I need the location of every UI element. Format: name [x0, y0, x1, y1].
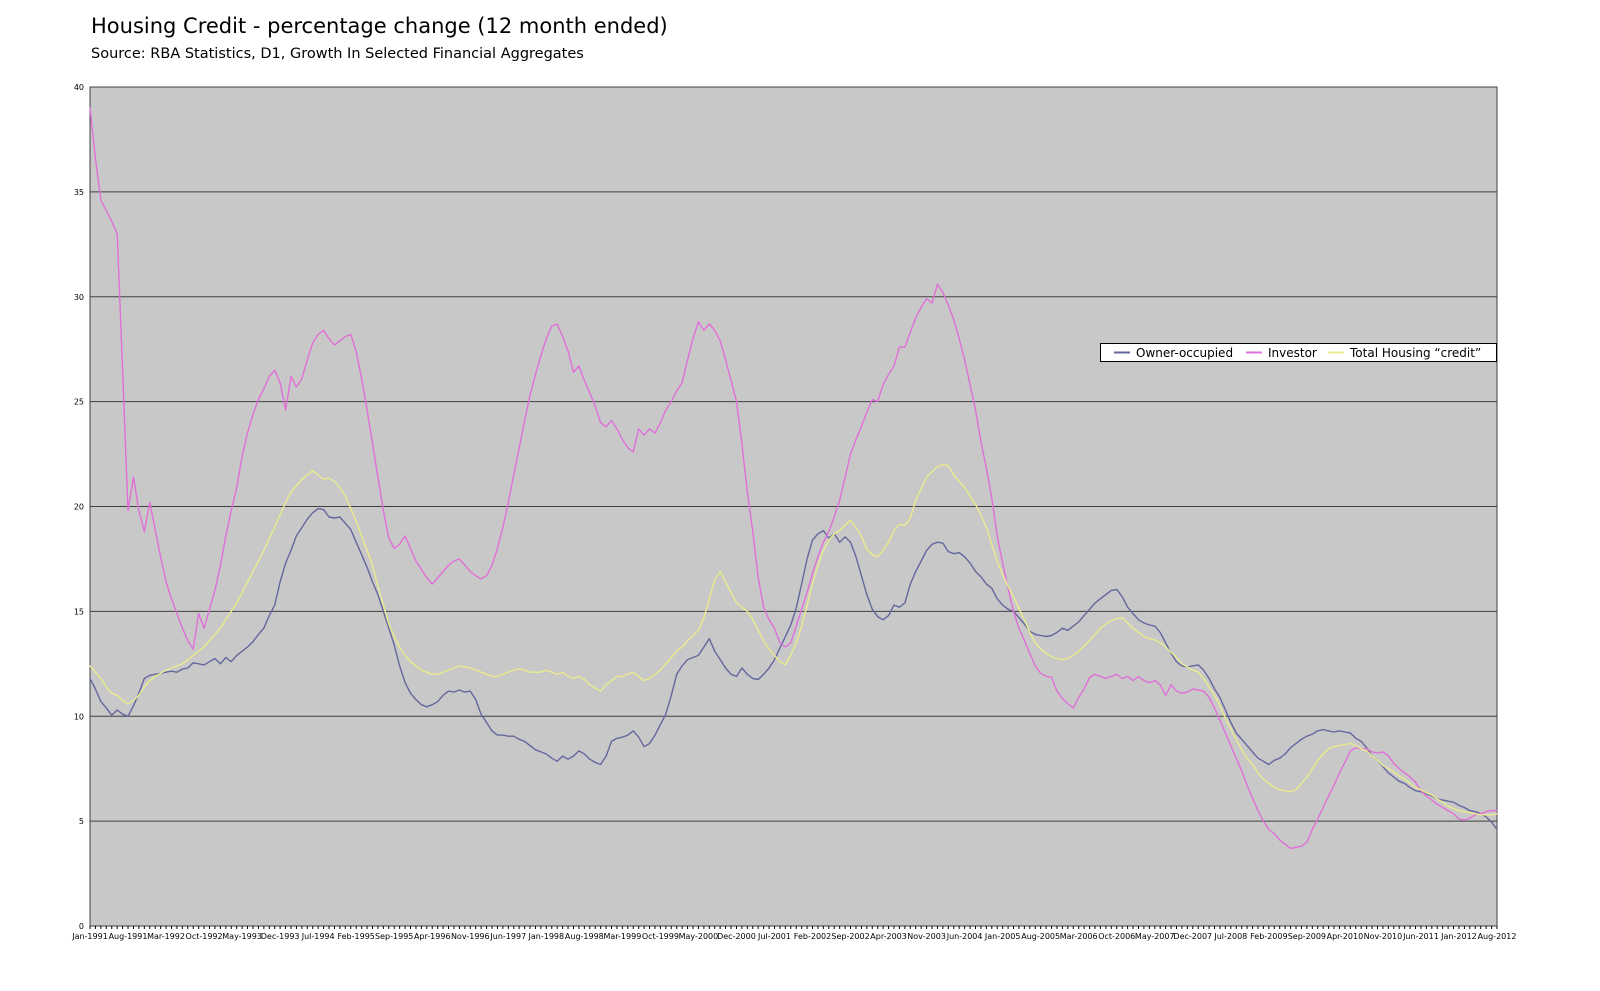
x-tick-label-aug-1991: Aug-1991 — [109, 932, 148, 941]
x-tick-label-jul-1994: Jul-1994 — [301, 932, 335, 941]
series-line-total-housing-credit — [89, 463, 1498, 816]
x-tick-label-aug-2012: Aug-2012 — [1478, 932, 1517, 941]
x-tick-label-sep-1995: Sep-1995 — [375, 932, 413, 941]
x-tick-label-jan-1998: Jan-1998 — [528, 932, 565, 941]
x-tick-label-jan-2012: Jan-2012 — [1440, 932, 1477, 941]
chart-source: Source: RBA Statistics, D1, Growth In Se… — [91, 46, 584, 62]
x-tick-label-dec-1993: Dec-1993 — [261, 932, 300, 941]
y-tick-label-0: 0 — [79, 922, 84, 931]
x-tick-label-jun-2011: Jun-2011 — [1402, 932, 1439, 941]
x-tick-label-may-2007: May-2007 — [1135, 932, 1175, 941]
x-tick-label-dec-2007: Dec-2007 — [1173, 932, 1212, 941]
x-tick-label-oct-1999: Oct-1999 — [642, 932, 679, 941]
series-line-investor — [89, 107, 1498, 850]
x-tick-label-mar-1999: Mar-1999 — [603, 932, 641, 941]
y-tick-label-30: 30 — [74, 293, 84, 302]
x-tick-label-feb-1995: Feb-1995 — [337, 932, 374, 941]
y-tick-label-25: 25 — [74, 398, 84, 407]
chart-title: Housing Credit - percentage change (12 m… — [91, 14, 668, 38]
x-tick-label-apr-2010: Apr-2010 — [1327, 932, 1364, 941]
x-tick-label-nov-1996: Nov-1996 — [451, 932, 490, 941]
x-tick-label-feb-2002: Feb-2002 — [794, 932, 831, 941]
x-tick-label-may-1993: May-1993 — [222, 932, 262, 941]
x-tick-label-sep-2002: Sep-2002 — [831, 932, 869, 941]
x-tick-label-oct-2006: Oct-2006 — [1098, 932, 1135, 941]
y-tick-label-20: 20 — [74, 503, 84, 512]
x-tick-label-mar-2006: Mar-2006 — [1060, 932, 1098, 941]
y-tick-label-40: 40 — [74, 83, 84, 92]
x-tick-label-nov-2003: Nov-2003 — [907, 932, 946, 941]
legend-label-total-housing-credit: Total Housing “credit” — [1349, 346, 1481, 360]
x-tick-label-oct-1992: Oct-1992 — [186, 932, 223, 941]
x-tick-label-sep-2009: Sep-2009 — [1288, 932, 1326, 941]
legend-label-owner-occupied: Owner-occupied — [1136, 346, 1233, 360]
x-tick-label-may-2000: May-2000 — [679, 932, 719, 941]
x-tick-label-apr-1996: Apr-1996 — [414, 932, 451, 941]
x-tick-label-aug-1998: Aug-1998 — [565, 932, 604, 941]
x-tick-label-nov-2010: Nov-2010 — [1364, 932, 1403, 941]
legend-box — [1100, 343, 1497, 362]
x-tick-label-jan-2005: Jan-2005 — [984, 932, 1021, 941]
x-tick-label-jun-2004: Jun-2004 — [946, 932, 983, 941]
x-tick-label-jan-1991: Jan-1991 — [71, 932, 108, 941]
series-line-owner-occupied — [89, 507, 1498, 831]
x-tick-label-apr-2003: Apr-2003 — [870, 932, 907, 941]
x-tick-label-jul-2001: Jul-2001 — [757, 932, 791, 941]
x-tick-label-jun-1997: Jun-1997 — [489, 932, 526, 941]
x-tick-label-jul-2008: Jul-2008 — [1213, 932, 1247, 941]
x-tick-label-dec-2000: Dec-2000 — [717, 932, 756, 941]
y-tick-label-15: 15 — [74, 607, 84, 616]
y-tick-label-5: 5 — [79, 817, 84, 826]
y-tick-label-10: 10 — [74, 712, 84, 721]
y-tick-label-35: 35 — [74, 188, 84, 197]
x-tick-label-aug-2005: Aug-2005 — [1021, 932, 1060, 941]
x-tick-label-feb-2009: Feb-2009 — [1250, 932, 1287, 941]
x-tick-label-mar-1992: Mar-1992 — [147, 932, 185, 941]
legend-label-investor: Investor — [1268, 346, 1317, 360]
